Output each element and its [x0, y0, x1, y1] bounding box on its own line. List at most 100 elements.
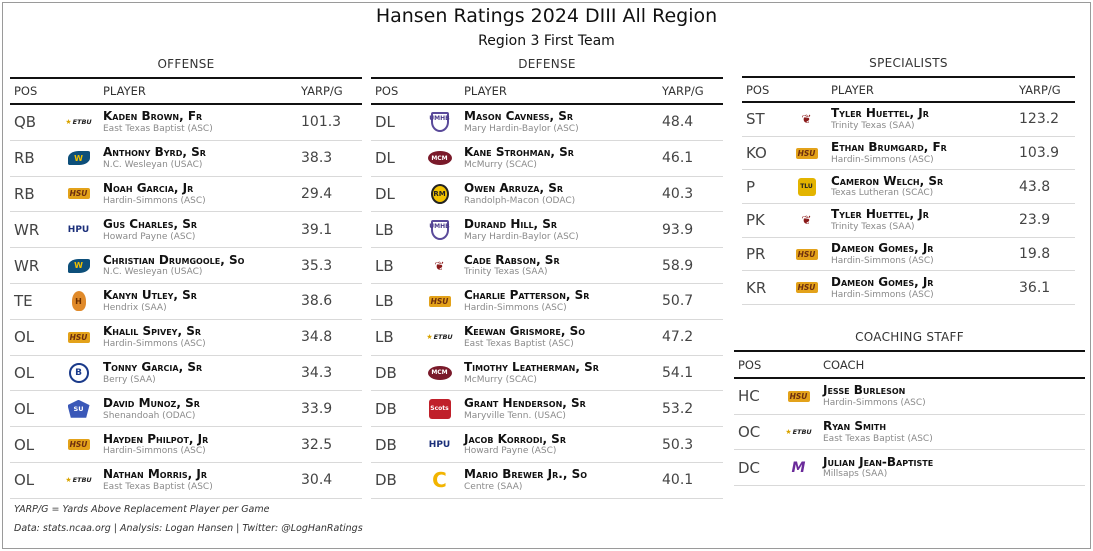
person-name: Cameron Welch, Sr: [831, 173, 944, 188]
team-name: Millsaps (SAA): [823, 469, 888, 480]
page-subtitle: Region 3 First Team: [478, 33, 615, 49]
position-cell: DB: [375, 399, 397, 418]
team-name: N.C. Wesleyan (USAC): [103, 159, 203, 170]
position-cell: WR: [14, 220, 40, 239]
team-logo-cell: HSU: [782, 248, 831, 260]
trinity-logo: ❦: [434, 258, 445, 273]
team-name: Howard Payne (ASC): [464, 446, 557, 457]
person-name: Grant Henderson, Sr: [464, 395, 586, 410]
person-name: Timothy Leatherman, Sr: [464, 359, 599, 374]
person-cell: Charlie Patterson, Sr Hardin-Simmons (ASC…: [464, 289, 662, 314]
person-name: Anthony Byrd, Sr: [103, 145, 206, 160]
yarp-value: 19.8: [1019, 246, 1051, 263]
position-cell: OL: [14, 328, 35, 347]
defense-rows: DL UMHB Mason Cavness, Sr Mary Hardin-Baylo…: [371, 105, 723, 499]
offense-row: OL B Tonny Garcia, Sr Berry (SAA) 34.3: [10, 356, 362, 392]
position-cell: LB: [375, 220, 394, 239]
player-header: PLAYER: [831, 82, 874, 97]
yarp-header: YARP/G: [301, 84, 343, 98]
yarp-header: YARP/G: [1019, 82, 1061, 97]
team-logo-cell: ETBU: [415, 332, 464, 342]
person-name: Gus Charles, Sr: [103, 216, 198, 231]
specialists-section-title: SPECIALISTS: [869, 56, 948, 70]
team-name: East Texas Baptist (ASC): [103, 482, 213, 493]
hsu-logo: HSU: [787, 390, 810, 402]
team-name: East Texas Baptist (ASC): [464, 338, 574, 349]
person-cell: Gus Charles, Sr Howard Payne (ASC): [103, 216, 301, 242]
person-cell: Mason Cavness, Sr Mary Hardin-Baylor (ASC…: [464, 109, 662, 135]
player-header: PLAYER: [103, 84, 146, 98]
person-cell: Grant Henderson, Sr Maryville Tenn. (USAC…: [464, 395, 662, 421]
position-cell: OL: [14, 471, 35, 490]
team-name: Mary Hardin-Baylor (ASC): [464, 124, 579, 135]
team-logo-cell: ETBU: [774, 427, 823, 437]
etbu-logo: ETBU: [428, 332, 453, 342]
centre-logo: C: [432, 468, 447, 493]
person-name: Mason Cavness, Sr: [464, 109, 574, 124]
pos-header: POS: [746, 82, 770, 97]
person-cell: Julian Jean-Baptiste Millsaps (SAA): [823, 454, 1085, 480]
yarp-value: 50.7: [662, 293, 694, 310]
team-name: Hendrix (SAA): [103, 303, 167, 314]
hsu-logo: HSU: [795, 248, 818, 260]
position-cell: DB: [375, 471, 397, 490]
team-logo-cell: RM: [415, 183, 464, 204]
team-name: Trinity Texas (SAA): [464, 267, 548, 278]
team-logo-cell: ETBU: [54, 475, 103, 485]
pos-header: POS: [738, 357, 762, 372]
team-logo-cell: HSU: [774, 390, 823, 402]
shenandoah-logo: SU: [67, 399, 90, 418]
team-name: Hardin-Simmons (ASC): [103, 446, 206, 457]
position-cell: WR: [14, 256, 40, 275]
person-name: Julian Jean-Baptiste: [823, 454, 934, 469]
team-name: Hardin-Simmons (ASC): [103, 195, 206, 206]
person-cell: Kanyn Utley, Sr Hendrix (SAA): [103, 289, 301, 314]
millsaps-logo: M: [791, 459, 806, 476]
umhb-logo: UMHB: [429, 112, 450, 133]
mcmurry-logo: MCM: [427, 365, 452, 380]
defense-row: LB UMHB Durand Hill, Sr Mary Hardin-Baylor …: [371, 212, 723, 249]
position-cell: PK: [746, 211, 765, 230]
team-logo-cell: HSU: [54, 331, 103, 343]
yarp-value: 38.6: [301, 293, 333, 310]
coaching-row: DC M Julian Jean-Baptiste Millsaps (SAA): [734, 450, 1085, 487]
yarp-value: 36.1: [1019, 279, 1051, 296]
team-name: McMurry (SCAC): [464, 159, 537, 170]
position-cell: OL: [14, 363, 35, 382]
person-cell: Nathan Morris, Jr East Texas Baptist (ASC…: [103, 467, 301, 493]
position-cell: OL: [14, 399, 35, 418]
team-logo-cell: HSU: [782, 282, 831, 294]
team-logo-cell: UMHB: [415, 219, 464, 240]
position-cell: LB: [375, 292, 394, 311]
person-cell: Jesse Burleson Hardin-Simmons (ASC): [823, 383, 1085, 408]
team-name: Centre (SAA): [464, 482, 523, 493]
team-logo-cell: MCM: [415, 365, 464, 380]
etbu-logo: ETBU: [67, 475, 92, 485]
page-title: Hansen Ratings 2024 DIII All Region: [375, 5, 718, 27]
team-name: East Texas Baptist (ASC): [823, 433, 933, 444]
team-logo-cell: M: [774, 460, 823, 476]
person-name: Ryan Smith: [823, 418, 887, 433]
defense-row: DL MCM Kane Strohman, Sr McMurry (SCAC) 46.1: [371, 141, 723, 177]
yarp-value: 48.4: [662, 114, 694, 131]
person-name: Kane Strohman, Sr: [464, 145, 574, 160]
defense-row: LB HSU Charlie Patterson, Sr Hardin-Simmons…: [371, 284, 723, 320]
person-cell: Dameon Gomes, Jr Hardin-Simmons (ASC): [831, 241, 1019, 266]
person-name: Tyler Huettel, Jr: [831, 207, 929, 222]
offense-row: RB HSU Noah Garcia, Jr Hardin-Simmons (ASC)…: [10, 177, 362, 213]
yarp-value: 34.8: [301, 329, 333, 346]
person-cell: Khalil Spivey, Sr Hardin-Simmons (ASC): [103, 324, 301, 349]
person-name: Jacob Korrodi, Sr: [464, 431, 566, 446]
team-name: N.C. Wesleyan (USAC): [103, 267, 203, 278]
team-logo-cell: W: [54, 258, 103, 273]
specialists-row: ST ❦ Tyler Huettel, Jr Trinity Texas (SAA) 1…: [742, 103, 1075, 137]
specialists-row: KR HSU Dameon Gomes, Jr Hardin-Simmons (ASC…: [742, 271, 1075, 306]
defense-row: DB Scots Grant Henderson, Sr Maryville Tenn…: [371, 391, 723, 428]
credits: Data: stats.ncaa.org | Analysis: Logan H…: [14, 523, 363, 534]
specialists-row: P TLU Cameron Welch, Sr Texas Lutheran (SCA…: [742, 170, 1075, 205]
coaching-panel: COACHING STAFF POS COACH HC HSU Jesse Burl…: [734, 330, 1085, 487]
team-name: Hardin-Simmons (ASC): [464, 303, 567, 314]
team-logo-cell: ETBU: [54, 117, 103, 127]
